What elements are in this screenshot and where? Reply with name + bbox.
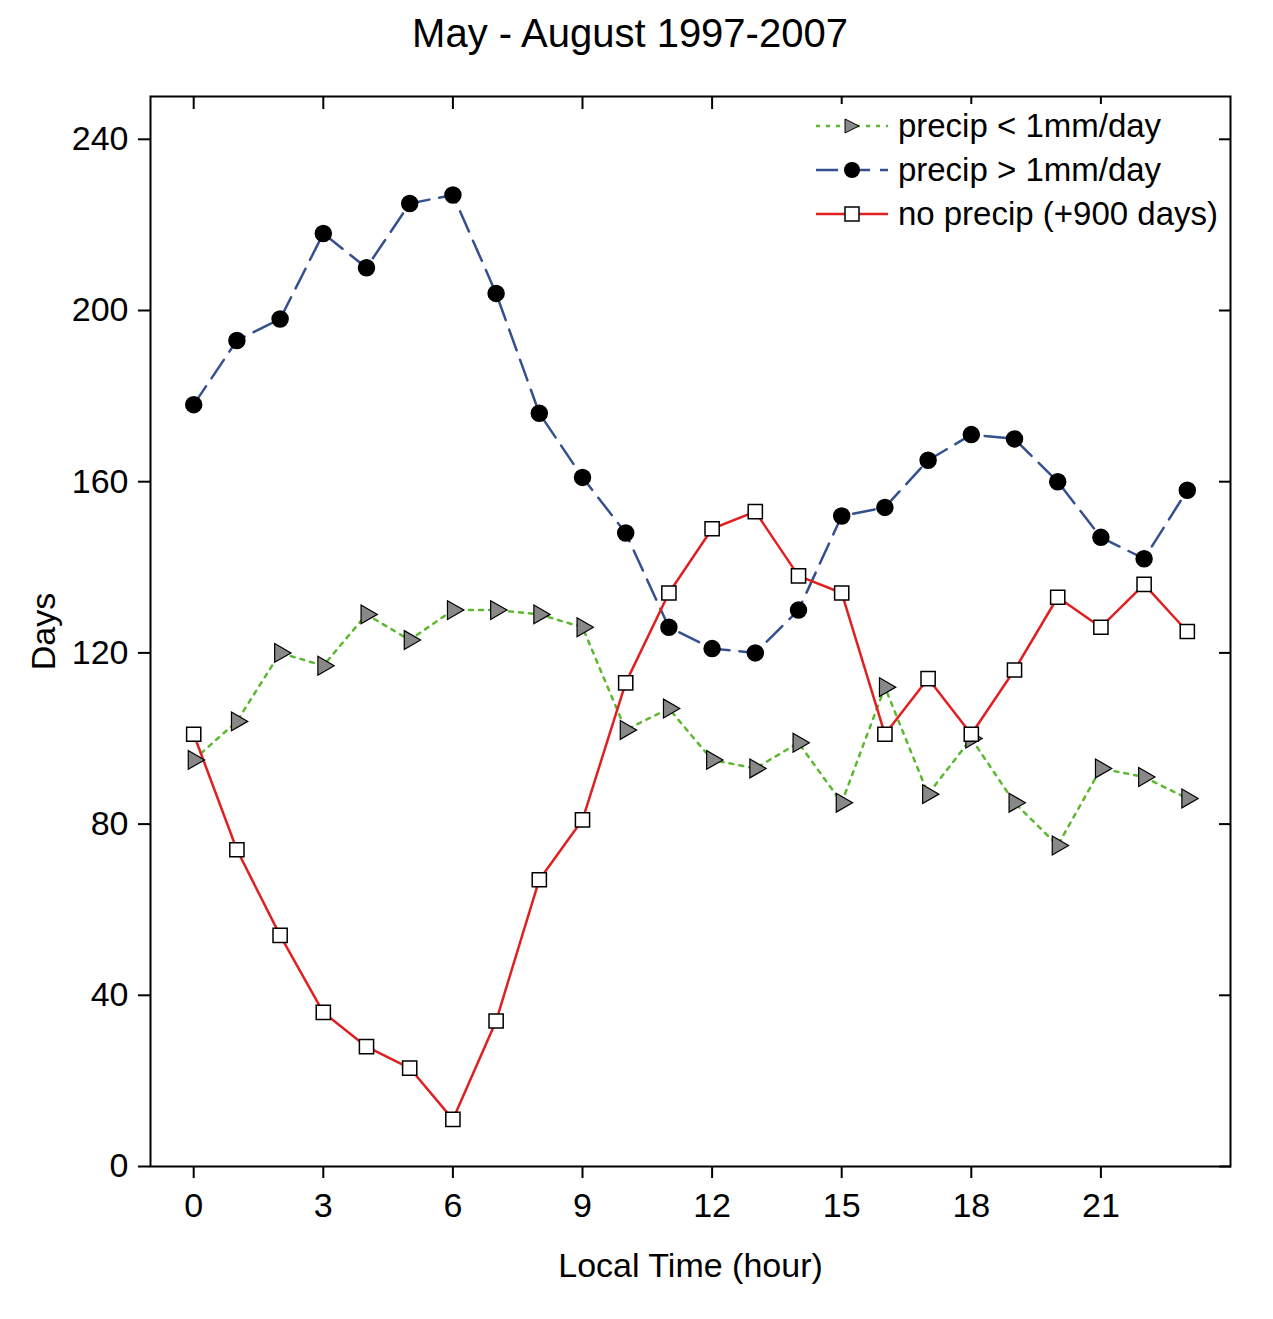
- svg-text:80: 80: [91, 804, 129, 842]
- svg-text:18: 18: [952, 1186, 990, 1224]
- svg-text:12: 12: [693, 1186, 731, 1224]
- html-text:precip < 1mm/day: precip < 1mm/day: [897, 107, 1162, 144]
- html-text:precip > 1mm/day: precip > 1mm/day: [897, 151, 1162, 188]
- svg-text:3: 3: [314, 1186, 333, 1224]
- svg-text:15: 15: [823, 1186, 861, 1224]
- svg-text:Days: Days: [24, 593, 62, 670]
- svg-text:Local Time (hour): Local Time (hour): [558, 1246, 823, 1284]
- html-text:no precip (+900 days): no precip (+900 days): [897, 195, 1218, 232]
- svg-text:9: 9: [573, 1186, 592, 1224]
- svg-text:240: 240: [72, 119, 129, 157]
- svg-text:6: 6: [443, 1186, 462, 1224]
- svg-text:200: 200: [72, 290, 129, 328]
- svg-text:160: 160: [72, 462, 129, 500]
- svg-text:0: 0: [110, 1146, 129, 1184]
- svg-text:0: 0: [184, 1186, 203, 1224]
- svg-text:40: 40: [91, 975, 129, 1013]
- svg-text:21: 21: [1082, 1186, 1120, 1224]
- html-text:May - August 1997-2007: May - August 1997-2007: [412, 11, 848, 55]
- svg-text:120: 120: [72, 633, 129, 671]
